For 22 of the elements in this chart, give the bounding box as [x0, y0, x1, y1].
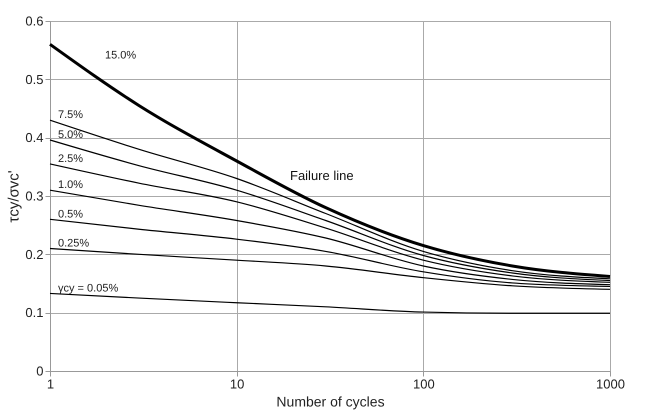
y-axis-title: τcy/σvc' — [5, 170, 22, 223]
y-tick-label: 0.3 — [25, 188, 44, 204]
y-tick-label: 0.2 — [25, 246, 44, 262]
series-label: γcy = 0.05% — [58, 282, 118, 294]
x-tick-label: 1 — [46, 376, 54, 392]
series-label: 1.0% — [58, 179, 84, 192]
y-tick-label: 0.4 — [25, 130, 44, 146]
x-tick-label: 1000 — [596, 376, 625, 392]
y-tick-label: 0 — [36, 364, 44, 378]
series-label: 5.0% — [58, 129, 84, 141]
series-label: 7.5% — [58, 109, 84, 122]
series-label: 15.0% — [105, 49, 136, 62]
x-axis-title: Number of cycles — [276, 394, 385, 410]
x-tick-label: 100 — [412, 376, 435, 392]
y-tick-label: 0.6 — [25, 14, 44, 28]
y-tick-label: 0.5 — [25, 72, 44, 87]
y-tick-label: 0.1 — [25, 305, 44, 320]
series-label: 0.25% — [58, 238, 90, 250]
series-label: 0.5% — [58, 208, 84, 220]
series-label: 2.5% — [58, 152, 84, 165]
annotation: Failure line — [290, 168, 354, 183]
x-tick-label: 10 — [230, 376, 244, 392]
